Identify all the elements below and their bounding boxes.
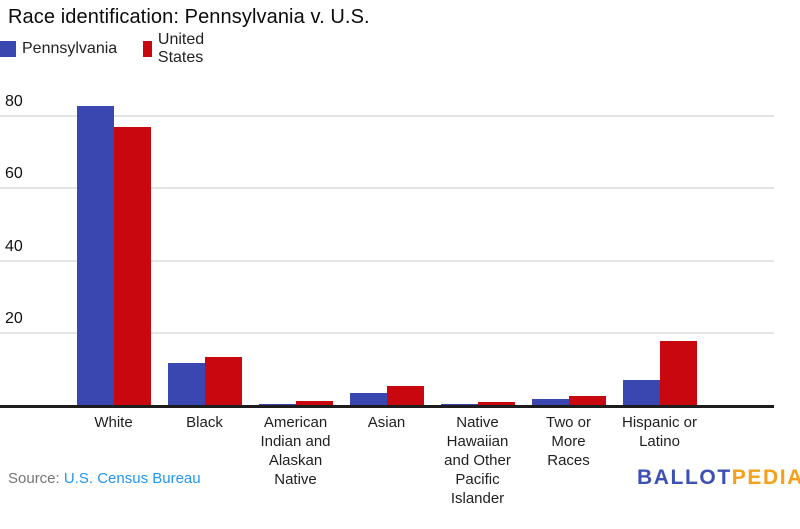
bar-united-states-two-or-more-races[interactable] bbox=[568, 395, 606, 405]
gridline-80 bbox=[0, 115, 774, 118]
bar-united-states-hispanic-or-latino[interactable] bbox=[659, 341, 697, 405]
chart-title: Race identification: Pennsylvania v. U.S… bbox=[8, 6, 370, 28]
x-axis-label-white: White bbox=[94, 414, 133, 431]
x-axis-line bbox=[0, 405, 774, 408]
y-axis-tick-label-20: 20 bbox=[5, 309, 23, 327]
bar-pennsylvania-hispanic-or-latino[interactable] bbox=[622, 380, 660, 405]
x-axis-label-black: Black bbox=[186, 414, 223, 431]
x-axis-label-american-indian-and-alaskan-native: American Indian and Alaskan Native bbox=[260, 414, 331, 488]
gridline-60 bbox=[0, 187, 774, 190]
plot-area: 20 40 60 80 bbox=[0, 85, 774, 405]
legend-swatch-pennsylvania bbox=[0, 40, 16, 57]
legend-swatch-united-states bbox=[143, 40, 152, 57]
x-axis-label-hispanic-or-latino: Hispanic or Latino bbox=[621, 414, 698, 450]
bar-united-states-black[interactable] bbox=[204, 356, 242, 405]
ballotpedia-logo: BALLOTPEDIA bbox=[637, 466, 800, 490]
legend-item-pennsylvania: Pennsylvania bbox=[0, 40, 117, 57]
source-link[interactable]: U.S. Census Bureau bbox=[63, 470, 201, 487]
bar-pennsylvania-native-hawaiian-and-other-pacific-islander[interactable] bbox=[440, 403, 478, 405]
ballotpedia-logo-pedia: PEDIA bbox=[731, 466, 800, 489]
source-prefix: Source: bbox=[8, 470, 60, 487]
bar-united-states-white[interactable] bbox=[113, 126, 151, 405]
ballotpedia-logo-ballot: BALLOT bbox=[637, 466, 732, 489]
x-axis-label-asian: Asian bbox=[367, 414, 406, 431]
legend-label-united-states: United States bbox=[157, 30, 205, 66]
y-axis-tick-label-40: 40 bbox=[5, 237, 23, 255]
bar-united-states-american-indian-and-alaskan-native[interactable] bbox=[295, 400, 333, 405]
gridline-20 bbox=[0, 331, 774, 334]
source-line: Source: U.S. Census Bureau bbox=[8, 470, 201, 487]
x-axis-label-two-or-more-races: Two or More Races bbox=[545, 414, 591, 469]
y-axis-tick-label-60: 60 bbox=[5, 165, 23, 183]
x-axis-label-native-hawaiian-and-other-pacific-islander: Native Hawaiian and Other Pacific Island… bbox=[444, 414, 511, 507]
bar-pennsylvania-asian[interactable] bbox=[349, 393, 387, 405]
y-axis-tick-label-80: 80 bbox=[5, 93, 23, 111]
bar-pennsylvania-white[interactable] bbox=[76, 105, 114, 405]
bar-united-states-asian[interactable] bbox=[386, 385, 424, 405]
legend-item-united-states: United States bbox=[143, 31, 211, 66]
bar-pennsylvania-american-indian-and-alaskan-native[interactable] bbox=[258, 403, 296, 405]
bar-united-states-native-hawaiian-and-other-pacific-islander[interactable] bbox=[477, 402, 515, 405]
bar-pennsylvania-two-or-more-races[interactable] bbox=[531, 398, 569, 405]
legend-label-pennsylvania: Pennsylvania bbox=[22, 39, 118, 57]
bar-pennsylvania-black[interactable] bbox=[167, 363, 205, 405]
gridline-40 bbox=[0, 259, 774, 262]
